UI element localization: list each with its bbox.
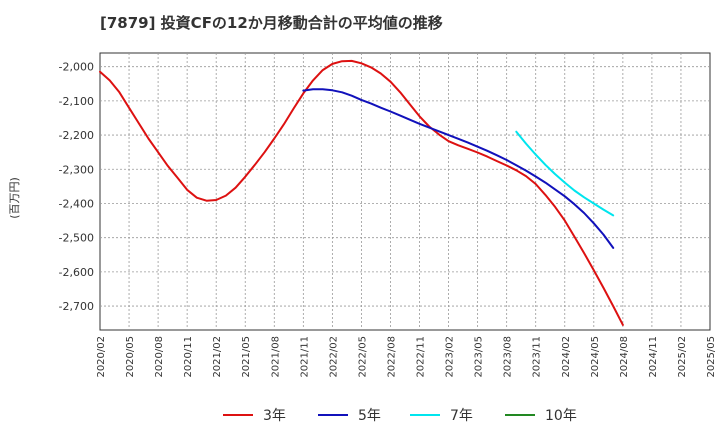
y-tick-label: -2,500 [59, 232, 94, 245]
x-tick-label: 2021/02 [212, 336, 223, 378]
x-tick-label: 2022/11 [416, 336, 427, 378]
x-tick-label: 2022/02 [328, 336, 339, 378]
y-axis-label: (百万円) [8, 177, 21, 219]
x-tick-label: 2025/05 [706, 336, 717, 378]
y-axis-ticks: -2,000 -2,100 -2,200 -2,300 -2,400 -2,500 -2,6… [59, 61, 94, 313]
legend-label: 7年 [450, 408, 473, 424]
x-tick-label: 2024/08 [619, 336, 630, 378]
grid-lines [100, 53, 710, 330]
x-tick-label: 2025/02 [677, 336, 688, 378]
legend: 3年 5年 7年 10年 [223, 408, 577, 424]
x-tick-label: 2022/08 [386, 336, 397, 378]
series-lines [99, 59, 624, 326]
x-tick-label: 2024/11 [648, 336, 659, 378]
x-tick-label: 2021/11 [299, 336, 310, 378]
y-tick-label: -2,600 [59, 266, 94, 279]
x-tick-label: 2023/02 [445, 336, 456, 378]
x-tick-label: 2020/05 [125, 336, 136, 378]
x-axis-ticks: 2020/02 2020/05 2020/08 2020/11 2021/02 2021/… [96, 336, 717, 378]
series-line [515, 130, 615, 217]
y-tick-label: -2,100 [59, 95, 94, 108]
x-tick-label: 2024/02 [561, 336, 572, 378]
x-tick-label: 2023/05 [474, 336, 485, 378]
x-tick-label: 2023/11 [532, 336, 543, 378]
y-tick-label: -2,300 [59, 163, 94, 176]
series-line [302, 88, 615, 249]
y-tick-label: -2,200 [59, 129, 94, 142]
x-tick-label: 2020/11 [183, 336, 194, 378]
x-tick-label: 2021/08 [270, 336, 281, 378]
y-tick-label: -2,400 [59, 197, 94, 210]
y-tick-label: -2,700 [59, 300, 94, 313]
series-line [99, 59, 624, 326]
x-tick-label: 2020/08 [154, 336, 165, 378]
x-tick-label: 2022/05 [357, 336, 368, 378]
legend-label: 3年 [263, 408, 286, 424]
x-tick-label: 2023/08 [503, 336, 514, 378]
y-tick-label: -2,000 [59, 61, 94, 74]
legend-label: 5年 [358, 408, 381, 424]
plot-area [99, 52, 711, 331]
chart-title: [7879] 投資CFの12か月移動合計の平均値の推移 [100, 14, 443, 32]
legend-label: 10年 [545, 408, 577, 424]
x-tick-label: 2021/05 [241, 336, 252, 378]
x-tick-label: 2020/02 [96, 336, 107, 378]
x-tick-label: 2024/05 [590, 336, 601, 378]
